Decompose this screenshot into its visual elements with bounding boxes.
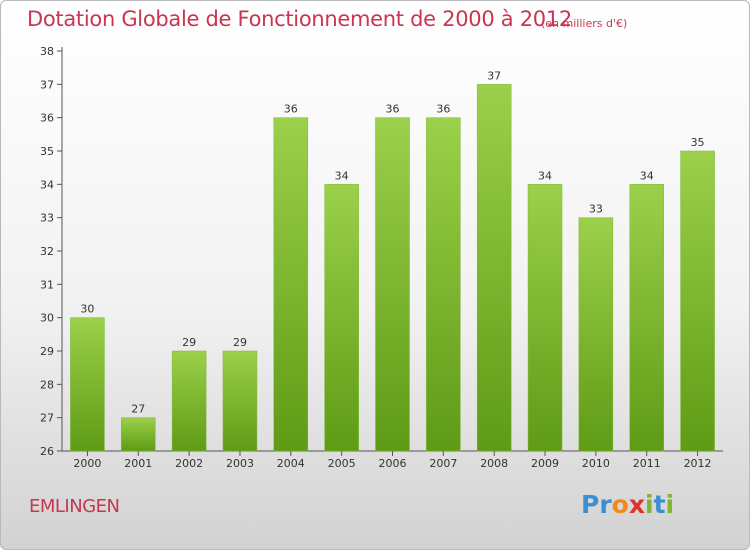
bar-value-label: 33: [589, 203, 603, 216]
bar: [171, 350, 207, 452]
bar-value-label: 36: [284, 103, 298, 116]
x-tick-label: 2004: [277, 457, 305, 470]
bar: [324, 184, 359, 452]
x-tick-label: 2008: [480, 457, 508, 470]
x-tick-label: 2007: [429, 457, 457, 470]
bar-value-label: 36: [436, 103, 450, 116]
bar: [426, 117, 461, 452]
bar-value-label: 30: [80, 303, 94, 316]
chart-unit: (en milliers d'€): [541, 17, 628, 30]
bar: [273, 117, 309, 452]
bar: [578, 217, 614, 452]
y-tick-label: 34: [40, 178, 54, 191]
bar: [680, 150, 715, 452]
bar-value-label: 29: [182, 336, 196, 349]
bar-value-label: 35: [691, 136, 705, 149]
brand-letter: i: [645, 490, 654, 519]
y-tick-label: 31: [40, 278, 54, 291]
bar: [70, 317, 105, 452]
x-tick-label: 2005: [328, 457, 356, 470]
brand-letter: x: [628, 490, 645, 519]
proxiti-logo[interactable]: Proxiti: [581, 490, 674, 519]
y-tick-label: 32: [40, 245, 54, 258]
bar-value-label: 34: [335, 169, 349, 182]
bar: [375, 117, 410, 452]
x-tick-label: 2006: [379, 457, 407, 470]
y-tick-label: 37: [40, 78, 54, 91]
y-tick-label: 27: [40, 412, 54, 425]
y-tick-label: 30: [40, 312, 54, 325]
x-tick-label: 2010: [582, 457, 610, 470]
x-tick-label: 2001: [124, 457, 152, 470]
y-tick-label: 28: [40, 378, 54, 391]
x-tick-label: 2009: [531, 457, 559, 470]
y-tick-label: 36: [40, 112, 54, 125]
bar: [222, 350, 258, 452]
x-tick-label: 2002: [175, 457, 203, 470]
bar: [527, 184, 563, 452]
bar-value-label: 29: [233, 336, 247, 349]
x-tick-label: 2000: [73, 457, 101, 470]
y-tick-label: 35: [40, 145, 54, 158]
brand-letter: P: [581, 490, 600, 519]
bar: [476, 84, 512, 452]
y-tick-label: 33: [40, 212, 54, 225]
bar-value-label: 37: [487, 69, 501, 82]
x-tick-label: 2012: [684, 457, 712, 470]
bar: [121, 417, 156, 452]
x-tick-label: 2003: [226, 457, 254, 470]
bar-value-label: 34: [538, 169, 552, 182]
brand-letter: o: [611, 490, 629, 519]
bar: [629, 184, 664, 452]
brand-letter: r: [599, 490, 612, 519]
y-tick-label: 29: [40, 345, 54, 358]
y-tick-label: 26: [40, 445, 54, 458]
y-tick-label: 38: [40, 45, 54, 58]
commune-name: EMLINGEN: [29, 496, 120, 517]
bar-value-label: 27: [131, 403, 145, 416]
bar-value-label: 34: [640, 169, 654, 182]
brand-letter: i: [665, 490, 675, 519]
brand-letter: t: [653, 490, 666, 519]
chart-title: Dotation Globale de Fonctionnement de 20…: [27, 7, 572, 31]
x-tick-label: 2011: [633, 457, 661, 470]
bar-value-label: 36: [386, 103, 400, 116]
